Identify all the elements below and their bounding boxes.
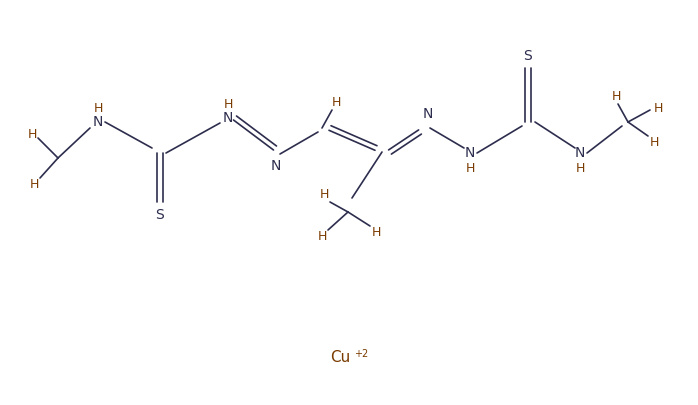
- Text: H: H: [27, 128, 37, 141]
- Text: H: H: [611, 90, 621, 102]
- Text: Cu: Cu: [330, 350, 350, 365]
- Text: H: H: [319, 188, 329, 200]
- Text: H: H: [29, 177, 38, 190]
- Text: N: N: [93, 115, 103, 129]
- Text: N: N: [575, 146, 585, 160]
- Text: H: H: [223, 98, 232, 111]
- Text: N: N: [271, 159, 281, 173]
- Text: N: N: [423, 107, 433, 121]
- Text: +2: +2: [354, 349, 369, 359]
- Text: H: H: [466, 162, 475, 175]
- Text: S: S: [524, 49, 533, 63]
- Text: H: H: [318, 230, 327, 243]
- Text: H: H: [575, 162, 585, 175]
- Text: H: H: [649, 136, 659, 149]
- Text: H: H: [653, 102, 662, 115]
- Text: N: N: [465, 146, 475, 160]
- Text: H: H: [371, 226, 380, 239]
- Text: S: S: [156, 208, 164, 222]
- Text: N: N: [223, 111, 233, 125]
- Text: H: H: [94, 102, 103, 115]
- Text: H: H: [332, 96, 341, 109]
